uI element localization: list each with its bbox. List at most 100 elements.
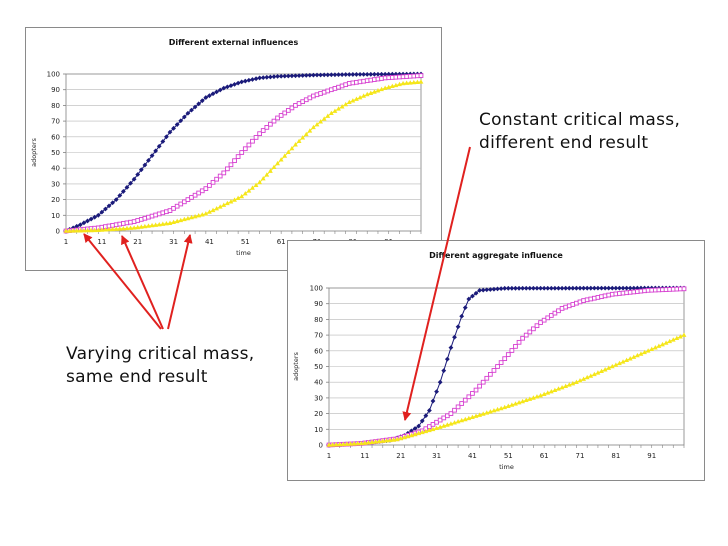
- data-point: [343, 101, 349, 107]
- data-point: [344, 441, 350, 446]
- data-point: [534, 323, 540, 329]
- data-point: [92, 214, 98, 220]
- data-point: [110, 226, 116, 232]
- x-tick-label: 11: [360, 452, 369, 460]
- data-point: [495, 364, 500, 369]
- data-point: [613, 285, 619, 291]
- chart-title: Different aggregate influence: [429, 251, 563, 260]
- data-point: [146, 157, 151, 163]
- data-point: [423, 428, 429, 434]
- data-point: [156, 221, 162, 227]
- data-point: [128, 180, 133, 186]
- y-tick-label: 80: [51, 102, 60, 110]
- data-point: [368, 90, 374, 95]
- data-point: [473, 387, 479, 393]
- data-point: [181, 216, 187, 222]
- data-point: [394, 436, 400, 442]
- data-point: [225, 166, 230, 172]
- data-point: [362, 440, 368, 445]
- data-point: [300, 135, 306, 140]
- data-point: [361, 93, 367, 98]
- data-point: [131, 225, 137, 230]
- data-point: [577, 378, 583, 383]
- data-point: [207, 209, 212, 214]
- caption-constant-critical-mass: Constant critical mass, different end re…: [479, 109, 680, 155]
- data-point: [242, 191, 248, 196]
- data-point: [77, 228, 83, 233]
- data-point: [498, 360, 504, 365]
- data-point: [81, 220, 87, 226]
- data-point: [527, 329, 533, 335]
- chart-external-influences-svg: Different external influences 0 10 20 30 40 50…: [30, 38, 424, 257]
- caption-varying-line-2: same end result: [66, 367, 208, 387]
- data-point: [235, 80, 241, 86]
- data-point: [217, 204, 223, 209]
- data-point: [375, 88, 381, 93]
- data-point: [328, 72, 334, 78]
- data-point: [337, 441, 343, 447]
- x-tick-label: 21: [396, 452, 405, 460]
- data-point: [282, 153, 288, 158]
- data-point: [103, 206, 108, 212]
- data-point: [393, 82, 399, 88]
- data-point: [278, 113, 284, 118]
- data-point: [314, 121, 320, 127]
- y-tick-label: 50: [314, 363, 323, 371]
- data-point: [224, 200, 230, 206]
- caption-constant-line-2: different end result: [479, 133, 649, 153]
- data-point: [242, 78, 248, 84]
- data-point: [217, 173, 223, 179]
- x-axis-label: time: [236, 249, 251, 257]
- data-point: [498, 286, 504, 292]
- data-point: [530, 285, 536, 291]
- data-point: [149, 222, 155, 228]
- data-point: [364, 91, 370, 97]
- data-point: [106, 226, 112, 232]
- data-point: [386, 84, 392, 89]
- data-point: [502, 285, 508, 291]
- chart-title: Different external influences: [169, 38, 299, 47]
- y-tick-label: 90: [51, 86, 60, 94]
- data-point: [588, 373, 594, 378]
- data-point: [574, 379, 579, 384]
- data-point: [606, 285, 612, 291]
- data-point: [203, 95, 209, 100]
- y-tick-label: 10: [51, 212, 60, 220]
- data-point: [427, 427, 432, 433]
- data-point: [477, 287, 483, 293]
- data-point: [624, 357, 630, 363]
- data-point: [340, 441, 346, 447]
- x-tick-label: 1: [327, 452, 331, 460]
- data-point: [267, 168, 273, 173]
- x-tick-label: 71: [576, 452, 585, 460]
- data-point: [364, 71, 370, 77]
- data-point: [228, 199, 234, 204]
- data-point: [534, 394, 540, 399]
- data-point: [574, 285, 579, 291]
- data-point: [541, 317, 547, 323]
- data-point: [221, 170, 227, 176]
- data-point: [351, 441, 357, 446]
- y-tick-label: 10: [314, 426, 323, 434]
- data-point: [371, 89, 377, 94]
- data-point: [250, 138, 255, 144]
- data-point: [477, 383, 482, 389]
- data-point: [117, 193, 123, 198]
- data-point: [185, 215, 191, 221]
- data-point: [358, 440, 364, 446]
- y-tick-label: 90: [314, 300, 323, 308]
- data-point: [627, 285, 633, 291]
- data-point: [131, 176, 137, 182]
- x-tick-label: 41: [205, 238, 214, 246]
- data-point: [375, 71, 381, 77]
- y-tick-label: 30: [314, 394, 323, 402]
- data-point: [74, 228, 80, 233]
- data-point: [373, 439, 379, 444]
- y-tick-label: 60: [51, 133, 60, 141]
- y-axis-label: adopters: [292, 351, 300, 380]
- data-point: [268, 121, 273, 127]
- data-point: [505, 352, 511, 357]
- x-tick-label: 11: [97, 238, 106, 246]
- data-point: [416, 423, 422, 429]
- data-point: [513, 285, 518, 291]
